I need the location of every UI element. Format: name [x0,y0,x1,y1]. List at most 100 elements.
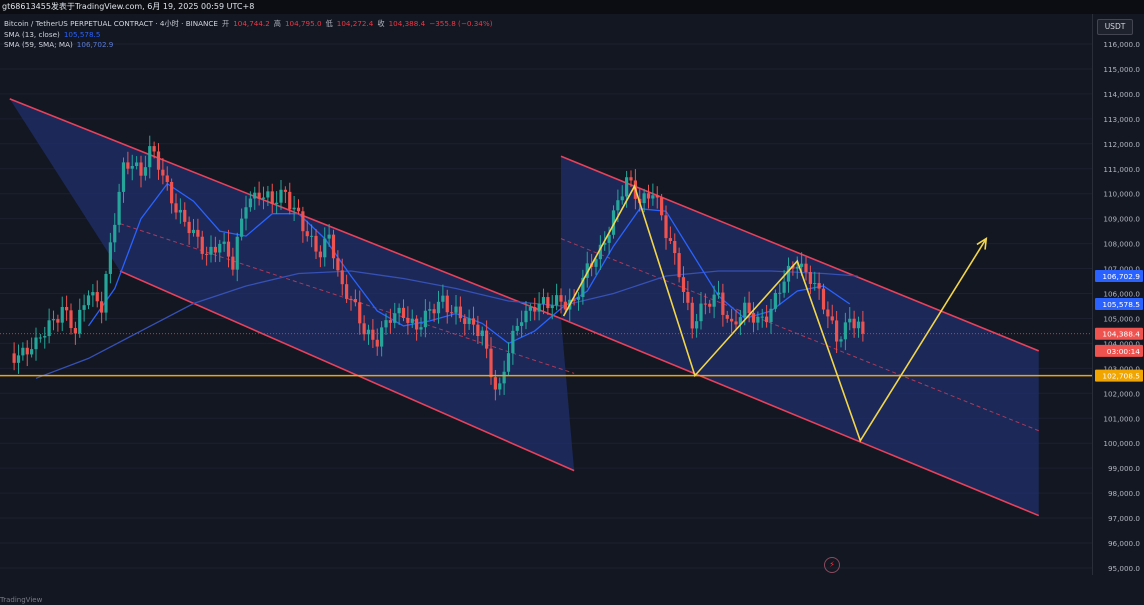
candle-body [86,295,91,306]
candle-body [327,234,331,239]
open-label: 开 [221,19,230,28]
y-tick-label: 114,000.0 [1103,90,1140,99]
candle-body [235,236,239,270]
candle-body [318,251,322,258]
candle-body [716,292,721,295]
y-tick-label: 109,000.0 [1103,215,1140,224]
y-tick-label: 111,000.0 [1103,165,1140,174]
candle-body [541,297,546,304]
candle-body [161,169,165,176]
candle-body [651,195,655,199]
candle-body [428,309,432,311]
candle-body [170,181,174,204]
candle-body [795,266,799,269]
price-label-text: 106,702.9 [1102,272,1140,281]
candle-body [248,198,252,208]
projection-line [562,184,987,443]
candle-body [743,302,747,318]
candle-body [366,329,371,335]
candle-body [362,323,366,335]
candle-body [620,196,624,201]
candle-body [310,235,314,237]
y-tick-label: 104,000.0 [1103,339,1140,348]
sma2-label[interactable]: SMA (59, SMA; MA) [4,40,73,49]
candle-body [826,309,830,317]
candle-body [555,295,559,306]
y-tick-label: 108,000.0 [1103,240,1140,249]
candle-body [82,305,86,310]
candle-body [419,327,423,330]
lightning-icon[interactable]: ⚡ [824,557,840,573]
candle-body [104,273,108,313]
candle-body [765,316,769,323]
candle-body [699,303,703,322]
candle-body [266,191,270,198]
y-tick-label: 102,000.0 [1103,389,1140,398]
price-label-bg [1095,327,1143,340]
channel-lower-line [560,317,1040,517]
price-chart[interactable]: 1921232527296月3579111315171921232527 [0,14,1092,575]
candle-body [183,209,187,222]
candle-body [725,314,729,319]
candle-body [117,191,121,225]
price-label-text: 104,388.4 [1102,330,1140,339]
candle-body [126,162,130,169]
sma1-label[interactable]: SMA (13, close) [4,29,60,39]
projection-path [562,184,988,443]
candle-body [345,284,349,299]
candle-body [415,318,419,330]
candle-body [226,241,231,257]
candle-body [861,321,865,334]
price-axis[interactable]: 95,000.0 96,000.0 97,000.0 98,000.0 99,000.0… [1092,14,1144,575]
candle-body [156,151,161,170]
candle-body [563,301,567,310]
candle-body [73,328,77,334]
channel-fill [561,156,1039,516]
candle-body [47,320,51,337]
candle-body [646,193,651,199]
candle-body [174,203,178,213]
candle-body [756,316,760,323]
candle-body [436,301,441,314]
candle-body [524,310,528,323]
candle-body [778,292,782,294]
candle-body [572,299,576,301]
candle-body [43,336,47,338]
symbol-name[interactable]: Bitcoin / TetherUS PERPETUAL CONTRACT · … [4,19,218,28]
candle-body [152,146,156,152]
candle-body [393,313,397,323]
candle-body [69,310,73,329]
candle-body [292,207,296,210]
candle-body [205,253,209,255]
candle-body [358,302,362,324]
candle-body [673,240,677,254]
candle-body [493,377,497,390]
candle-body [380,327,384,347]
candle-body [485,330,489,349]
candle-body [401,307,406,318]
candle-body [275,202,279,204]
candle-body [598,244,602,260]
candle-body [835,320,839,342]
candle-body [471,318,476,325]
candle-body [30,349,34,355]
candle-body [12,353,16,363]
candle-body [34,337,38,350]
candle-body [454,306,458,313]
candle-body [135,162,139,167]
y-tick-label: 112,000.0 [1103,140,1140,149]
y-tick-label: 105,000.0 [1103,314,1140,323]
candle-body [406,317,410,323]
candle-body [340,270,344,285]
candle-body [708,303,712,307]
candle-body [830,316,834,321]
y-tick-label: 113,000.0 [1103,115,1140,124]
currency-button[interactable]: USDT [1097,19,1133,35]
price-label-bg [1095,298,1143,311]
candle-body [655,195,659,198]
candle-body [296,207,301,212]
y-tick-label: 98,000.0 [1108,489,1140,498]
candle-body [546,297,550,309]
candle-body [423,310,427,328]
candle-body [839,339,843,342]
